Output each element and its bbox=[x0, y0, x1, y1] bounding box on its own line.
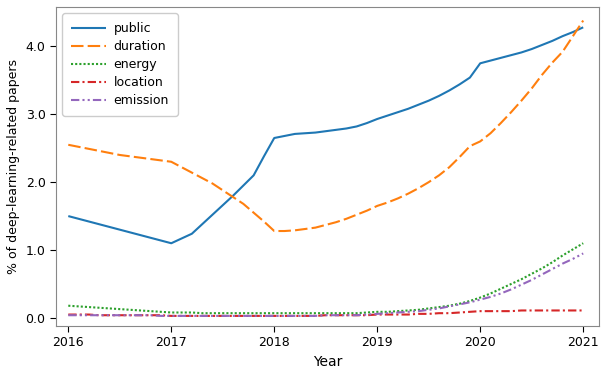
energy bbox=[446, 303, 453, 308]
duration bbox=[446, 165, 453, 170]
Line: energy: energy bbox=[68, 243, 583, 313]
energy bbox=[579, 241, 587, 246]
emission bbox=[415, 309, 422, 314]
Line: location: location bbox=[68, 311, 583, 316]
location bbox=[240, 314, 247, 318]
duration bbox=[229, 195, 237, 199]
energy bbox=[569, 247, 576, 252]
emission bbox=[569, 256, 576, 261]
Legend: public, duration, energy, location, emission: public, duration, energy, location, emis… bbox=[62, 13, 178, 116]
emission bbox=[229, 314, 237, 318]
emission bbox=[446, 304, 453, 309]
location bbox=[569, 308, 576, 313]
location bbox=[168, 314, 175, 318]
public bbox=[168, 241, 175, 246]
Line: public: public bbox=[68, 27, 583, 243]
emission bbox=[64, 313, 72, 317]
public bbox=[188, 232, 196, 236]
duration bbox=[178, 165, 185, 170]
location bbox=[64, 312, 72, 317]
location bbox=[188, 314, 196, 318]
energy bbox=[415, 308, 422, 312]
public bbox=[569, 30, 576, 34]
Line: emission: emission bbox=[68, 253, 583, 316]
location bbox=[579, 308, 587, 313]
X-axis label: Year: Year bbox=[313, 355, 342, 369]
public bbox=[240, 183, 247, 188]
location bbox=[229, 314, 237, 318]
Line: duration: duration bbox=[68, 21, 583, 231]
duration bbox=[64, 143, 72, 147]
location bbox=[518, 308, 525, 313]
emission bbox=[579, 251, 587, 256]
energy bbox=[229, 311, 237, 315]
emission bbox=[240, 314, 247, 318]
public bbox=[64, 214, 72, 218]
public bbox=[229, 194, 237, 198]
location bbox=[415, 312, 422, 316]
energy bbox=[64, 303, 72, 308]
Y-axis label: % of deep-learning-related papers: % of deep-learning-related papers bbox=[7, 59, 20, 274]
duration bbox=[219, 188, 226, 193]
energy bbox=[198, 311, 206, 315]
duration bbox=[569, 34, 576, 38]
duration bbox=[579, 18, 587, 23]
energy bbox=[178, 310, 185, 315]
emission bbox=[188, 314, 196, 318]
public bbox=[415, 103, 422, 107]
energy bbox=[240, 311, 247, 315]
public bbox=[579, 25, 587, 30]
duration bbox=[415, 186, 422, 191]
location bbox=[446, 311, 453, 315]
duration bbox=[271, 229, 278, 233]
public bbox=[446, 88, 453, 93]
emission bbox=[157, 314, 165, 318]
